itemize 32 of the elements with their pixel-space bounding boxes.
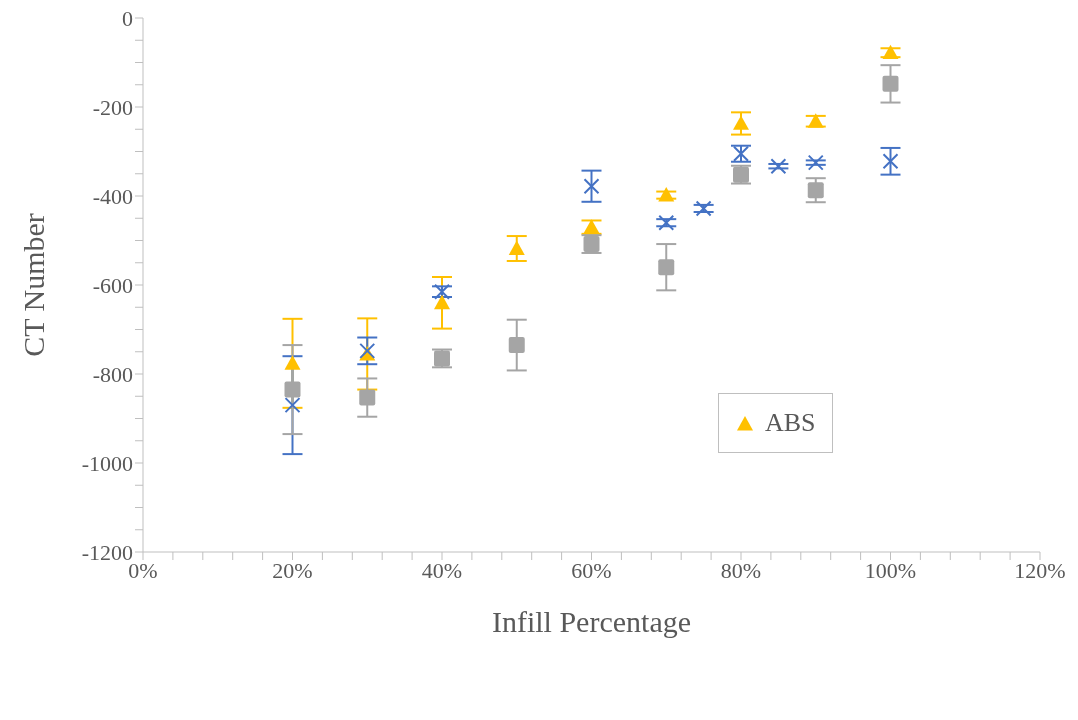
point xyxy=(807,182,824,199)
x-tick-label: 120% xyxy=(1014,557,1066,583)
y-tick-label: -800 xyxy=(92,361,133,387)
point xyxy=(284,355,301,370)
legend-label: ABS xyxy=(765,408,816,438)
x-tick-label: 60% xyxy=(571,557,612,583)
x-tick-label: 40% xyxy=(421,557,463,583)
point xyxy=(882,153,899,170)
point xyxy=(733,115,749,130)
y-tick-label: 0 xyxy=(122,5,133,31)
point xyxy=(882,75,899,92)
x-tick-label: 100% xyxy=(864,557,917,583)
x-tick-label: 20% xyxy=(272,557,313,583)
point xyxy=(807,154,824,171)
x-tick-label: 80% xyxy=(720,557,762,583)
y-axis-title: CT Number xyxy=(16,213,50,357)
y-tick-label: -600 xyxy=(92,272,133,298)
point xyxy=(284,381,301,398)
point xyxy=(658,214,675,231)
point xyxy=(284,397,301,414)
point xyxy=(434,294,450,310)
y-tick-label: -200 xyxy=(92,94,133,120)
point xyxy=(658,259,675,276)
point xyxy=(508,337,525,354)
point xyxy=(583,178,600,195)
point xyxy=(359,389,376,406)
y-tick-label: -400 xyxy=(92,183,133,209)
point xyxy=(508,240,525,255)
y-tick-label: -1000 xyxy=(81,450,133,476)
point xyxy=(770,158,787,175)
x-axis-title: Infill Percentage xyxy=(491,605,692,638)
y-tick-label: -1200 xyxy=(81,539,133,565)
